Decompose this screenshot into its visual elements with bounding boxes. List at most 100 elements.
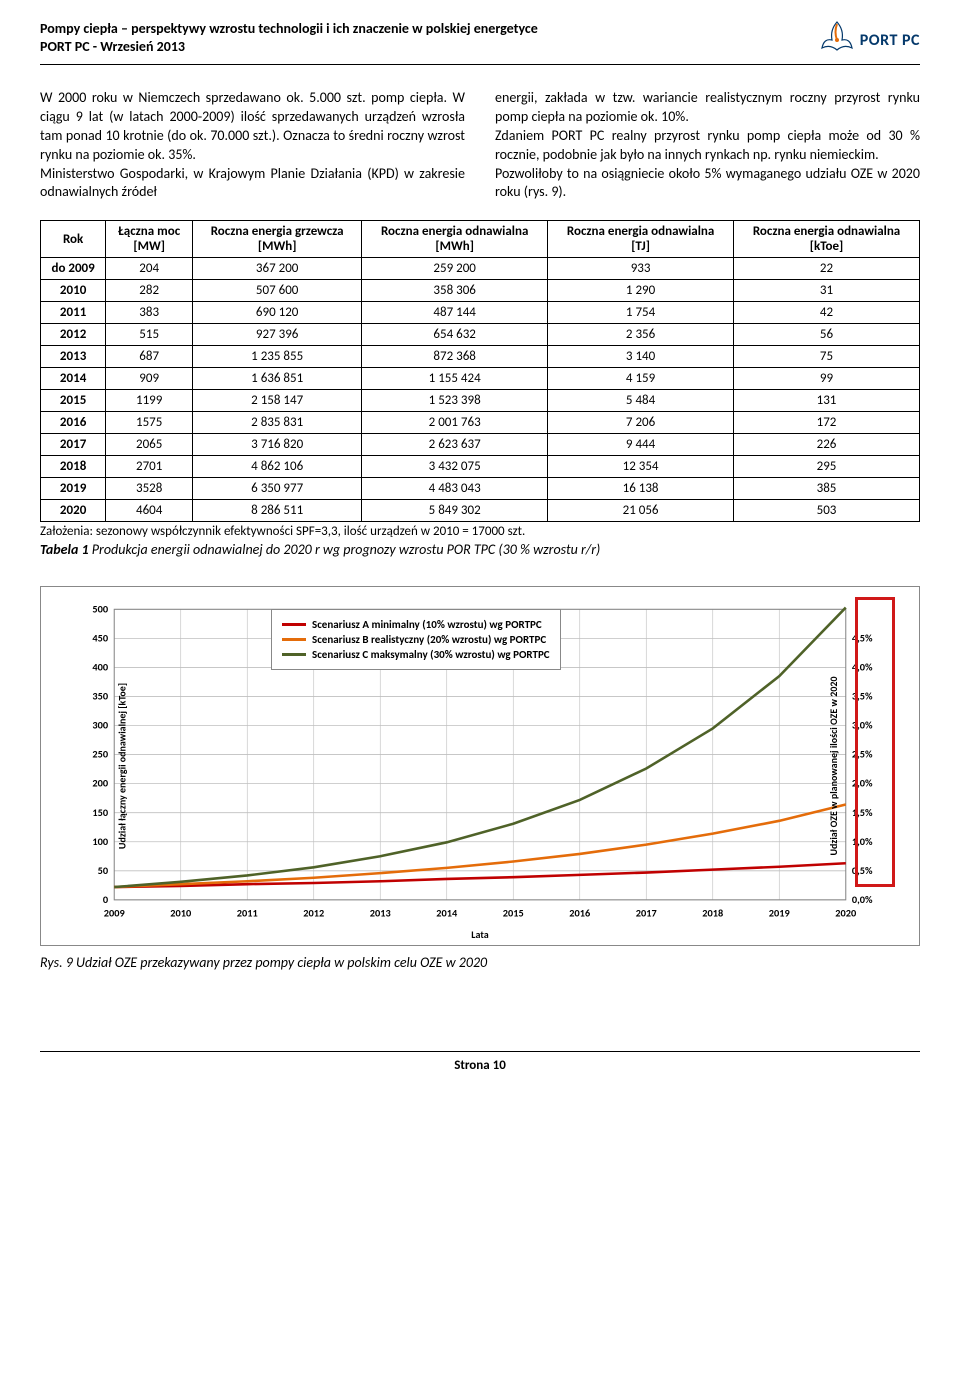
svg-text:3,0%: 3,0%: [852, 719, 873, 732]
table-cell: 2020: [41, 500, 106, 522]
table-cell: 282: [106, 280, 193, 302]
table-cell: 654 632: [362, 324, 548, 346]
svg-text:2,5%: 2,5%: [852, 748, 873, 761]
table-cell: 99: [734, 368, 920, 390]
svg-text:500: 500: [92, 603, 108, 616]
legend-swatch: [282, 623, 306, 626]
x-axis-label: Lata: [471, 928, 488, 941]
svg-text:150: 150: [92, 806, 108, 819]
table-row: 201511992 158 1471 523 3985 484131: [41, 390, 920, 412]
data-table: RokŁączna moc[MW]Roczna energia grzewcza…: [40, 220, 920, 522]
svg-text:2013: 2013: [370, 907, 391, 920]
table-cell: 42: [734, 302, 920, 324]
table-cell: 2010: [41, 280, 106, 302]
table-cell: 1199: [106, 390, 193, 412]
legend-label: Scenariusz A minimalny (10% wzrostu) wg …: [312, 618, 542, 631]
table-cell: 2016: [41, 412, 106, 434]
svg-text:250: 250: [92, 748, 108, 761]
table-cell: 2014: [41, 368, 106, 390]
legend-label: Scenariusz B realistyczny (20% wzrostu) …: [312, 633, 546, 646]
table-cell: 2012: [41, 324, 106, 346]
table-cell: 22: [734, 258, 920, 280]
table-cell: 1 754: [548, 302, 734, 324]
table-header-cell: Rok: [41, 221, 106, 258]
table-cell: 507 600: [193, 280, 362, 302]
table-cell: 2011: [41, 302, 106, 324]
table-cell: 2019: [41, 478, 106, 500]
svg-text:2012: 2012: [303, 907, 324, 920]
table-cell: 4 159: [548, 368, 734, 390]
table-cell: 2 835 831: [193, 412, 362, 434]
svg-text:2010: 2010: [170, 907, 191, 920]
table-cell: 2015: [41, 390, 106, 412]
table-cell: 2013: [41, 346, 106, 368]
svg-text:200: 200: [92, 777, 108, 790]
svg-text:350: 350: [92, 690, 108, 703]
table-header-cell: Roczna energia odnawialna[kToe]: [734, 221, 920, 258]
table-cell: 1 636 851: [193, 368, 362, 390]
svg-text:1,5%: 1,5%: [852, 806, 873, 819]
table-cell: 5 484: [548, 390, 734, 412]
table-cell: 2 001 763: [362, 412, 548, 434]
svg-text:300: 300: [92, 719, 108, 732]
table-cell: 4 862 106: [193, 456, 362, 478]
svg-text:2009: 2009: [104, 907, 125, 920]
table-row: 20149091 636 8511 155 4244 15999: [41, 368, 920, 390]
svg-text:2017: 2017: [636, 907, 657, 920]
table-cell: 259 200: [362, 258, 548, 280]
table-cell: 1 523 398: [362, 390, 548, 412]
y-right-axis-label: Udział OZE w planowanej ilości OZE w 202…: [827, 677, 840, 856]
y-left-axis-label: Udział łączny energii odnawialnej [kToe]: [116, 683, 129, 849]
table-cell: 2701: [106, 456, 193, 478]
page-header: Pompy ciepła – perspektywy wzrostu techn…: [40, 20, 920, 65]
table-header-row: RokŁączna moc[MW]Roczna energia grzewcza…: [41, 221, 920, 258]
table-cell: 2 158 147: [193, 390, 362, 412]
header-line-2: PORT PC - Wrzesień 2013: [40, 38, 538, 56]
table-header-cell: Roczna energia grzewcza[MWh]: [193, 221, 362, 258]
table-cell: 1 290: [548, 280, 734, 302]
table-cell: do 2009: [41, 258, 106, 280]
svg-text:1,0%: 1,0%: [852, 835, 873, 848]
logo-icon: [820, 20, 854, 60]
table-cell: 56: [734, 324, 920, 346]
table-cell: 909: [106, 368, 193, 390]
table-row: do 2009204367 200259 20093322: [41, 258, 920, 280]
legend-label: Scenariusz C maksymalny (30% wzrostu) wg…: [312, 648, 550, 661]
table-cell: 1 155 424: [362, 368, 548, 390]
table-cell: 8 286 511: [193, 500, 362, 522]
table-cell: 2065: [106, 434, 193, 456]
legend-item: Scenariusz B realistyczny (20% wzrostu) …: [282, 633, 550, 646]
table-cell: 3528: [106, 478, 193, 500]
header-line-1: Pompy ciepła – perspektywy wzrostu techn…: [40, 20, 538, 38]
svg-text:4,5%: 4,5%: [852, 632, 873, 645]
svg-text:4,0%: 4,0%: [852, 661, 873, 674]
svg-text:2018: 2018: [702, 907, 723, 920]
table-cell: 385: [734, 478, 920, 500]
table-cell: 515: [106, 324, 193, 346]
table-header-cell: Roczna energia odnawialna[MWh]: [362, 221, 548, 258]
legend-swatch: [282, 638, 306, 641]
svg-text:2020: 2020: [835, 907, 856, 920]
table-cell: 687: [106, 346, 193, 368]
table-cell: 2017: [41, 434, 106, 456]
body-col-2: energii, zakłada w tzw. wariancie realis…: [495, 89, 920, 202]
table-cell: 3 140: [548, 346, 734, 368]
table-caption: Tabela 1 Produkcja energii odnawialnej d…: [40, 541, 920, 558]
table-row: 2010282507 600358 3061 29031: [41, 280, 920, 302]
body-text: W 2000 roku w Niemczech sprzedawano ok. …: [40, 89, 920, 202]
body-col-1: W 2000 roku w Niemczech sprzedawano ok. …: [40, 89, 465, 202]
table-caption-text: Produkcja energii odnawialnej do 2020 r …: [92, 541, 600, 558]
header-title: Pompy ciepła – perspektywy wzrostu techn…: [40, 20, 538, 56]
table-cell: 690 120: [193, 302, 362, 324]
figure-caption: Rys. 9 Udział OZE przekazywany przez pom…: [40, 954, 920, 971]
table-header-cell: Roczna energia odnawialna[TJ]: [548, 221, 734, 258]
table-cell: 7 206: [548, 412, 734, 434]
table-cell: 5 849 302: [362, 500, 548, 522]
table-cell: 16 138: [548, 478, 734, 500]
svg-text:0,5%: 0,5%: [852, 864, 873, 877]
table-cell: 872 368: [362, 346, 548, 368]
table-cell: 204: [106, 258, 193, 280]
table-cell: 383: [106, 302, 193, 324]
table-cell: 172: [734, 412, 920, 434]
table-cell: 295: [734, 456, 920, 478]
